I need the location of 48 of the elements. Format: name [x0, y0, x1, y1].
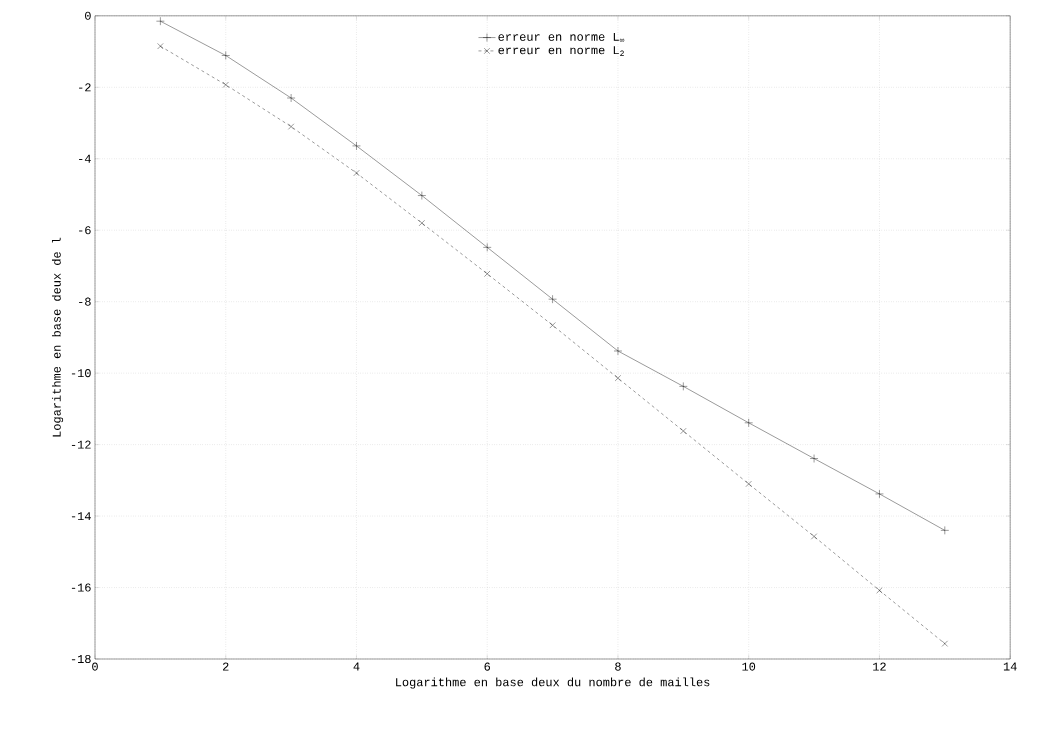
- y-tick-label: -6: [79, 226, 91, 235]
- y-tick-label: -14: [71, 512, 91, 521]
- point: [418, 220, 425, 227]
- x-tick-label: 14: [1003, 662, 1017, 671]
- point: [417, 191, 427, 200]
- point: [811, 533, 818, 540]
- point: [940, 526, 949, 535]
- point: [484, 270, 491, 277]
- x-axis-title: Logarithme en base deux du nombre de mailles: [396, 677, 710, 689]
- y-tick-label: -2: [79, 83, 91, 92]
- x-tick-label: 6: [484, 662, 491, 671]
- x-tick-label: 8: [615, 662, 621, 671]
- point: [221, 51, 230, 60]
- x-tick-label: 10: [742, 662, 756, 671]
- point: [941, 640, 948, 647]
- point: [157, 43, 164, 50]
- x-tick-label: 2: [223, 662, 229, 671]
- y-tick-label: -4: [79, 154, 91, 163]
- x-tick-label: 0: [92, 662, 98, 671]
- point: [744, 418, 753, 427]
- point: [286, 93, 296, 103]
- legend-label: erreur en norme L$_{∞}$: [498, 32, 625, 42]
- point: [680, 428, 687, 435]
- point: [548, 295, 557, 304]
- point: [679, 382, 688, 391]
- point: [745, 480, 752, 487]
- y-tick-label: -12: [71, 440, 91, 449]
- y-tick-label: -18: [71, 654, 91, 664]
- point: [156, 17, 165, 26]
- point: [222, 81, 229, 88]
- y-tick-label: -8: [79, 297, 91, 306]
- legend-label: erreur en norme L$_{2}$: [498, 46, 624, 56]
- point: [549, 322, 556, 329]
- point: [352, 141, 361, 151]
- x-tick-label: 12: [873, 662, 886, 671]
- point: [875, 489, 884, 499]
- point: [614, 375, 621, 382]
- point: [809, 454, 819, 463]
- point: [613, 346, 623, 356]
- point: [353, 170, 360, 177]
- point: [288, 123, 295, 130]
- y-tick-label: 0: [85, 11, 91, 20]
- y-axis-title: Logarithme en base deux de l: [51, 237, 64, 437]
- y-tick-label: -16: [71, 583, 91, 592]
- x-tick-label: 4: [353, 662, 360, 671]
- point: [876, 587, 883, 594]
- point: [483, 243, 492, 252]
- y-tick-label: -10: [71, 369, 91, 378]
